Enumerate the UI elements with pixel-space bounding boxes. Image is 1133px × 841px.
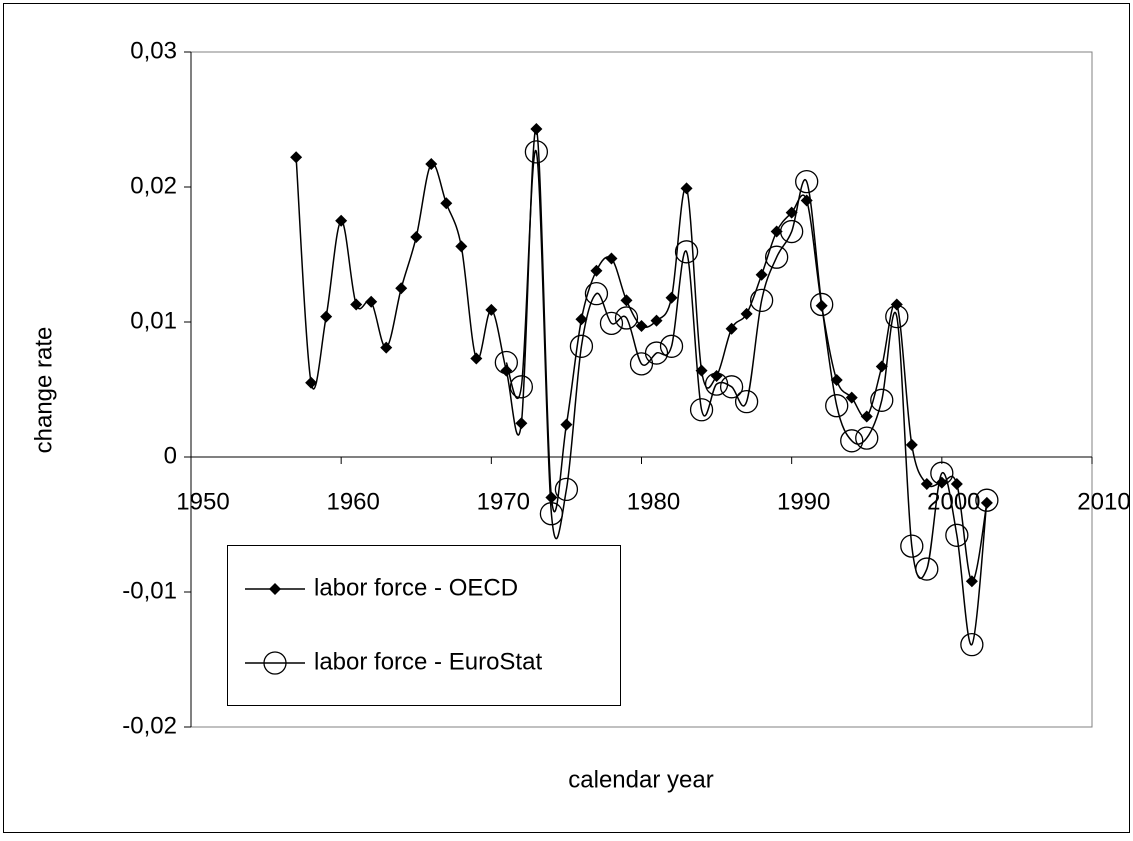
y-tick-label: 0,03 [130, 37, 177, 64]
data-point [365, 295, 378, 308]
data-point [930, 461, 954, 485]
data-point [515, 417, 528, 430]
data-point [665, 291, 678, 304]
data-point [765, 245, 789, 269]
data-point [825, 394, 849, 418]
data-point [860, 410, 873, 423]
data-point [845, 391, 858, 404]
data-point [945, 523, 969, 547]
data-point [890, 298, 903, 311]
data-point [905, 438, 918, 451]
data-point [689, 398, 714, 422]
legend-marker [263, 651, 287, 675]
data-point [644, 341, 669, 365]
x-tick-label: 1980 [627, 488, 680, 515]
data-point [770, 225, 783, 238]
data-point [734, 389, 759, 414]
series-line [505, 149, 988, 646]
data-point [870, 388, 894, 412]
y-tick-label: -0,02 [122, 712, 177, 739]
y-tick-label: 0,01 [130, 307, 177, 334]
data-point [875, 360, 888, 373]
data-point [855, 426, 879, 450]
data-point [350, 298, 363, 311]
x-tick-label: 1960 [326, 488, 379, 515]
data-point [719, 375, 744, 399]
data-point [539, 502, 564, 526]
data-point [920, 478, 933, 490]
data-point [674, 240, 699, 264]
data-point [749, 288, 774, 313]
data-point [975, 488, 999, 512]
data-point [470, 352, 483, 365]
x-tick-label: 2010 [1077, 488, 1130, 515]
y-axis-label: change rate [30, 327, 57, 454]
data-point [659, 334, 684, 358]
x-axis-label: calendar year [568, 766, 713, 793]
x-tick-label: 1950 [176, 488, 229, 515]
data-point [795, 169, 819, 194]
data-point [590, 264, 603, 277]
data-point [545, 491, 558, 504]
legend-marker [269, 583, 281, 595]
data-point [915, 557, 939, 581]
data-point [530, 122, 543, 135]
data-point [440, 197, 453, 210]
y-tick-label: 0,02 [130, 172, 177, 199]
data-point [395, 282, 408, 295]
data-point [560, 418, 573, 431]
data-point [840, 429, 864, 453]
data-point [290, 151, 303, 164]
data-point [320, 310, 333, 323]
data-point [780, 219, 804, 244]
data-point [554, 477, 579, 502]
data-point [575, 313, 588, 326]
legend-label: labor force - EuroStat [314, 648, 542, 675]
data-point [335, 214, 348, 227]
data-point [725, 322, 738, 335]
data-point [614, 306, 639, 330]
data-point [599, 311, 624, 336]
data-point [960, 633, 984, 657]
data-point [485, 303, 498, 316]
legend-box [227, 545, 621, 706]
data-point [305, 376, 318, 389]
data-point [455, 240, 468, 253]
data-point [635, 320, 648, 333]
data-point [410, 230, 423, 243]
data-point [755, 268, 768, 281]
legend-label: labor force - OECD [314, 574, 518, 601]
data-point [830, 374, 843, 387]
data-point [704, 372, 729, 396]
data-point [695, 364, 708, 377]
data-point [785, 206, 798, 219]
data-point [740, 307, 753, 320]
data-point [380, 341, 393, 354]
y-tick-label: -0,01 [122, 577, 177, 604]
data-point [900, 534, 924, 558]
data-point [584, 281, 609, 306]
data-point [524, 140, 549, 164]
data-point [810, 292, 834, 317]
data-point [950, 478, 963, 490]
data-point [425, 158, 438, 171]
data-point [509, 375, 534, 399]
data-point [605, 252, 618, 265]
data-point [965, 575, 978, 588]
data-point [620, 294, 633, 307]
x-tick-label: 1970 [477, 488, 530, 515]
data-point [569, 334, 594, 358]
x-tick-label: 1990 [777, 488, 830, 515]
data-point [650, 314, 663, 327]
data-point [494, 350, 519, 375]
data-point [680, 182, 693, 195]
y-tick-label: 0 [164, 442, 177, 469]
data-point [885, 304, 909, 329]
